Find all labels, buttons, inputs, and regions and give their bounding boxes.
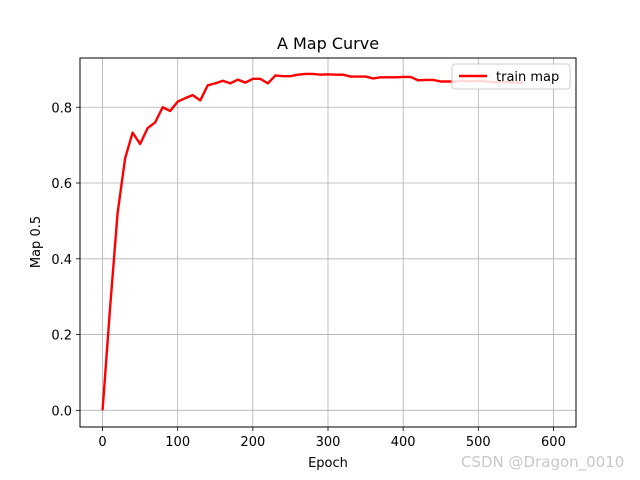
y-tick-label: 0.4 xyxy=(51,253,72,268)
y-tick-label: 0.8 xyxy=(51,101,72,116)
legend-label: train map xyxy=(496,70,559,85)
legend-box xyxy=(451,63,571,90)
y-axis-ticks: 0.0 0.2 0.4 0.6 0.8 xyxy=(51,101,80,419)
grid-lines xyxy=(80,58,576,427)
x-tick-label: 100 xyxy=(165,435,190,450)
x-axis-ticks: 0 100 200 300 400 500 600 xyxy=(98,427,566,450)
watermark-text: CSDN @Dragon_0010 xyxy=(461,453,624,472)
y-tick-label: 0.0 xyxy=(51,404,72,419)
chart-title: A Map Curve xyxy=(277,34,379,53)
y-tick-label: 0.6 xyxy=(51,177,72,192)
legend: train map xyxy=(451,63,571,90)
x-tick-label: 300 xyxy=(316,435,341,450)
x-tick-label: 400 xyxy=(391,435,416,450)
x-axis-label: Epoch xyxy=(308,456,348,471)
x-tick-label: 0 xyxy=(98,435,106,450)
x-tick-label: 500 xyxy=(466,435,491,450)
y-tick-label: 0.2 xyxy=(51,329,72,344)
x-tick-label: 600 xyxy=(541,435,566,450)
y-axis-label: Map 0.5 xyxy=(29,216,44,268)
x-tick-label: 200 xyxy=(240,435,265,450)
